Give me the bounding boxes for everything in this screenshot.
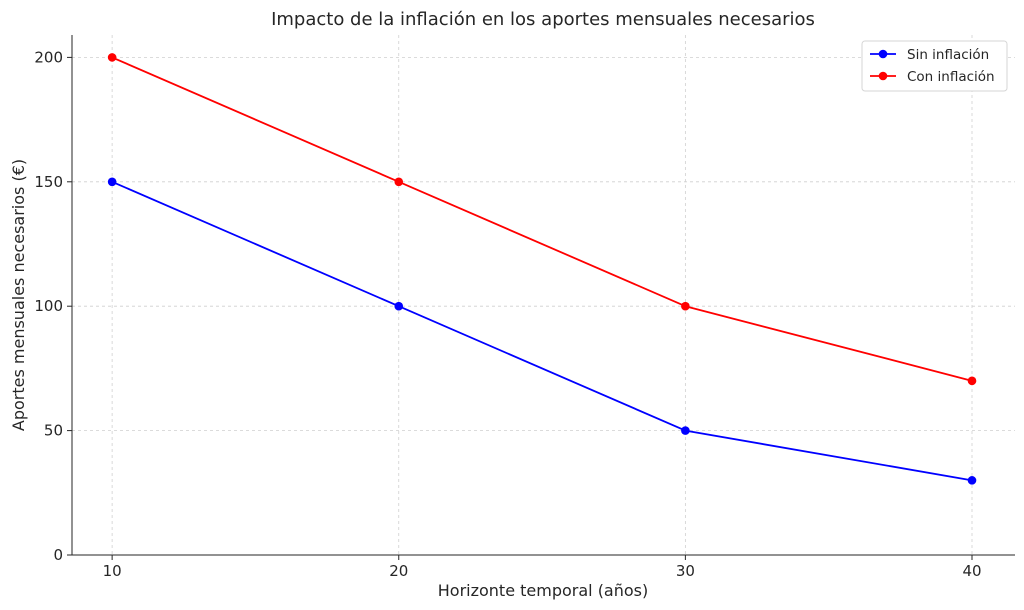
y-axis-label: Aportes mensuales necesarios (€): [9, 159, 28, 431]
grid: [72, 35, 1015, 556]
chart-title: Impacto de la inflación en los aportes m…: [271, 9, 815, 30]
legend-label-sin-inflacion: Sin inflación: [907, 47, 989, 63]
legend: Sin inflación Con inflación: [861, 40, 1008, 92]
data-point-sin-inflacion: [681, 426, 690, 435]
x-tick-label: 40: [962, 562, 981, 580]
y-tick-label: 150: [34, 173, 63, 191]
x-axis-label: Horizonte temporal (años): [438, 581, 649, 600]
data-point-sin-inflacion: [967, 476, 977, 485]
data-point-sin-inflacion: [107, 177, 117, 187]
legend-marker-sin-inflacion: [878, 49, 888, 59]
x-tick-label: 30: [676, 562, 695, 580]
axes: [71, 35, 1015, 556]
legend-box: [861, 40, 1008, 92]
x-ticks: 10 20 30 40: [103, 555, 982, 580]
legend-marker-con-inflacion: [878, 71, 888, 81]
legend-label-con-inflacion: Con inflación: [907, 69, 995, 85]
x-tick-label: 10: [103, 562, 122, 580]
data-point-con-inflacion: [394, 177, 404, 187]
x-tick-label: 20: [389, 562, 408, 580]
data-point-sin-inflacion: [394, 301, 404, 311]
series-line-con-inflacion: [111, 56, 973, 382]
data-point-con-inflacion: [681, 301, 690, 311]
y-tick-label: 100: [34, 297, 63, 315]
y-ticks: 0 50 100 150 200: [34, 48, 72, 564]
data-point-con-inflacion: [107, 53, 117, 62]
y-tick-label: 200: [34, 48, 63, 66]
data-point-con-inflacion: [967, 376, 977, 386]
y-tick-label: 0: [53, 546, 63, 564]
series-group: [107, 53, 977, 485]
series-line-sin-inflacion: [111, 180, 973, 482]
y-tick-label: 50: [44, 422, 63, 440]
